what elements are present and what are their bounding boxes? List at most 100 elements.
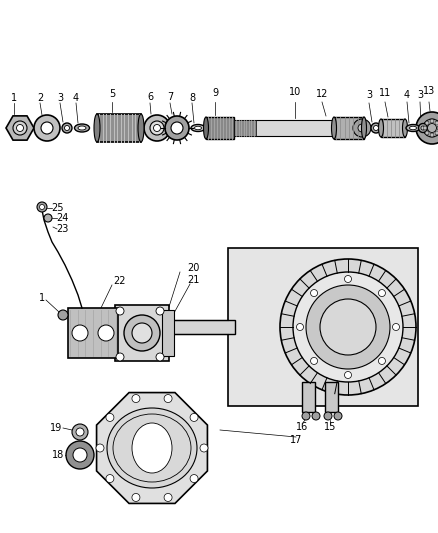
Circle shape: [306, 285, 390, 369]
Circle shape: [72, 325, 88, 341]
Text: 3: 3: [417, 90, 423, 100]
Bar: [334, 117, 364, 139]
Circle shape: [425, 131, 429, 135]
Circle shape: [302, 412, 310, 420]
Ellipse shape: [378, 119, 384, 137]
Circle shape: [98, 325, 114, 341]
Circle shape: [96, 444, 104, 452]
Text: 3: 3: [57, 93, 63, 103]
Circle shape: [144, 115, 170, 141]
Circle shape: [124, 315, 160, 351]
Circle shape: [190, 474, 198, 482]
Ellipse shape: [107, 408, 197, 488]
Circle shape: [164, 494, 172, 502]
Bar: [115, 305, 169, 361]
Bar: [160, 320, 235, 334]
Text: 21: 21: [187, 275, 199, 285]
Circle shape: [41, 122, 53, 134]
Text: 9: 9: [212, 88, 218, 98]
Circle shape: [416, 112, 438, 144]
Circle shape: [423, 126, 427, 130]
Circle shape: [132, 394, 140, 402]
Polygon shape: [302, 382, 315, 412]
Polygon shape: [6, 116, 34, 140]
Text: 13: 13: [423, 86, 435, 96]
Text: 15: 15: [324, 422, 336, 432]
Circle shape: [106, 414, 114, 422]
Circle shape: [437, 126, 438, 130]
Circle shape: [150, 121, 164, 135]
Polygon shape: [96, 393, 208, 504]
Text: 2: 2: [37, 93, 43, 103]
Polygon shape: [325, 382, 338, 412]
Circle shape: [345, 372, 352, 378]
Text: 16: 16: [296, 422, 308, 432]
Text: 1: 1: [39, 293, 45, 303]
Circle shape: [116, 307, 124, 315]
Circle shape: [132, 494, 140, 502]
Bar: [97, 114, 141, 142]
Ellipse shape: [74, 124, 89, 132]
Circle shape: [116, 353, 124, 361]
Circle shape: [44, 214, 52, 222]
Ellipse shape: [204, 117, 208, 139]
Circle shape: [106, 474, 114, 482]
Text: 20: 20: [187, 263, 199, 273]
Circle shape: [66, 441, 94, 469]
Circle shape: [72, 424, 88, 440]
Circle shape: [39, 205, 45, 209]
Text: 14: 14: [349, 362, 361, 372]
Circle shape: [353, 119, 371, 137]
Circle shape: [165, 116, 189, 140]
Circle shape: [430, 119, 434, 123]
Circle shape: [58, 310, 68, 320]
Circle shape: [421, 126, 425, 130]
Circle shape: [297, 324, 304, 330]
Circle shape: [418, 124, 427, 133]
Circle shape: [311, 289, 318, 296]
Ellipse shape: [194, 126, 201, 130]
Circle shape: [156, 307, 164, 315]
Circle shape: [427, 124, 437, 133]
Ellipse shape: [78, 126, 86, 130]
Text: 18: 18: [52, 450, 64, 460]
Circle shape: [358, 124, 366, 132]
Text: 19: 19: [50, 423, 62, 433]
Text: 7: 7: [167, 92, 173, 102]
Text: 3: 3: [366, 90, 372, 100]
Text: 10: 10: [289, 87, 301, 97]
Bar: [68, 308, 118, 358]
Ellipse shape: [332, 117, 336, 139]
Ellipse shape: [410, 126, 417, 130]
Text: 5: 5: [109, 89, 115, 99]
Circle shape: [378, 358, 385, 365]
Circle shape: [64, 125, 70, 131]
Circle shape: [320, 299, 376, 355]
Circle shape: [13, 121, 27, 135]
Circle shape: [312, 412, 320, 420]
Ellipse shape: [406, 125, 420, 132]
Circle shape: [200, 444, 208, 452]
Bar: [228, 248, 418, 406]
Circle shape: [62, 123, 72, 133]
Ellipse shape: [138, 114, 144, 142]
Text: 4: 4: [404, 90, 410, 100]
Circle shape: [171, 122, 183, 134]
Circle shape: [156, 353, 164, 361]
Text: 1: 1: [11, 93, 17, 103]
Text: 4: 4: [73, 93, 79, 103]
Ellipse shape: [403, 119, 407, 137]
Bar: [234, 120, 256, 136]
Bar: [206, 117, 234, 139]
Circle shape: [190, 414, 198, 422]
Text: 24: 24: [56, 213, 68, 223]
Ellipse shape: [94, 114, 100, 142]
Circle shape: [324, 412, 332, 420]
Ellipse shape: [132, 423, 172, 473]
Circle shape: [17, 125, 24, 132]
Circle shape: [423, 119, 438, 137]
Circle shape: [435, 131, 438, 135]
Circle shape: [435, 121, 438, 125]
Text: 23: 23: [56, 224, 68, 234]
Circle shape: [371, 123, 381, 133]
